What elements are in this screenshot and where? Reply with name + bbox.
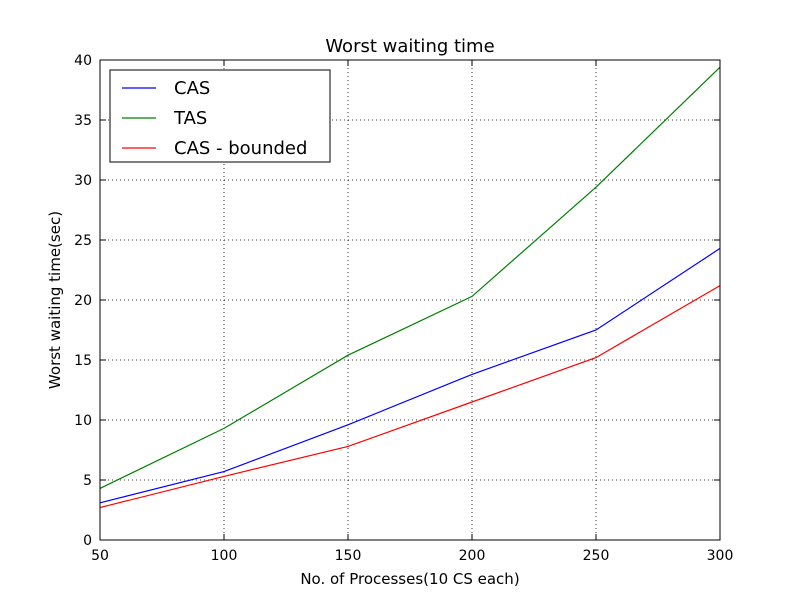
axis-ticks: 50 100 150 200 250 300 0 5 10 15 20 25 30 35 40 <box>74 53 733 564</box>
y-tick-label: 15 <box>74 353 92 369</box>
y-tick-label: 35 <box>74 113 92 129</box>
x-tick-label: 300 <box>707 548 734 564</box>
x-tick-label: 250 <box>583 548 610 564</box>
y-tick-label: 30 <box>74 173 92 189</box>
grid-lines <box>100 60 720 540</box>
legend: CAS TAS CAS - bounded <box>109 69 331 163</box>
x-tick-label: 50 <box>91 548 109 564</box>
series-line-cas-bounded <box>99 285 721 509</box>
y-tick-label: 25 <box>74 233 92 249</box>
y-tick-label: 0 <box>83 533 92 549</box>
legend-label-cas-bounded: CAS - bounded <box>174 138 307 159</box>
chart-title: Worst waiting time <box>325 36 494 57</box>
y-tick-label: 40 <box>74 53 92 69</box>
series-layer <box>99 66 721 509</box>
x-tick-label: 200 <box>459 548 486 564</box>
x-axis-label: No. of Processes(10 CS each) <box>300 570 519 588</box>
legend-label-tas: TAS <box>173 108 207 129</box>
series-line-tas <box>99 66 721 489</box>
y-tick-label: 20 <box>74 293 92 309</box>
series-line-cas <box>99 247 721 504</box>
legend-box <box>109 69 331 163</box>
y-tick-label: 10 <box>74 413 92 429</box>
y-axis-label: Worst waiting time(sec) <box>46 211 64 389</box>
x-tick-label: 100 <box>211 548 238 564</box>
y-tick-label: 5 <box>83 473 92 489</box>
legend-label-cas: CAS <box>174 78 210 99</box>
x-tick-label: 150 <box>335 548 362 564</box>
